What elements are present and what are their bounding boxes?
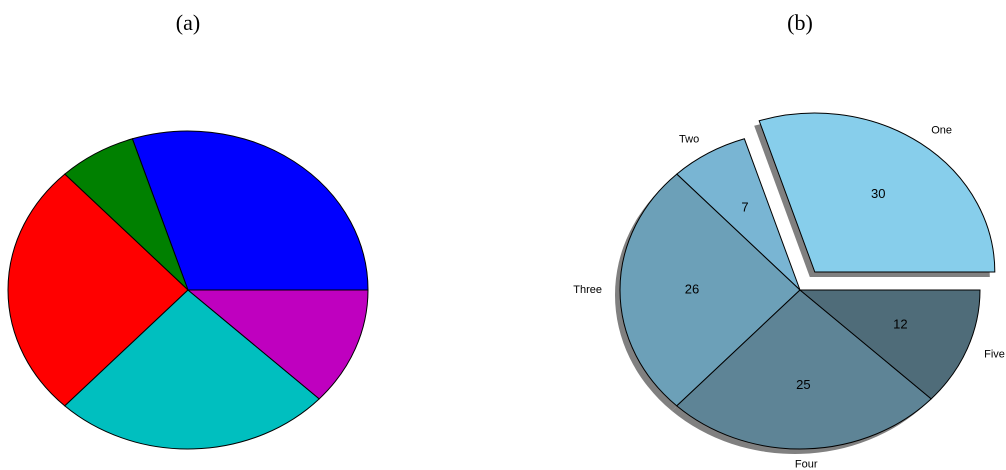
category-label: Three [573,284,602,296]
category-label: Five [984,348,1005,360]
slice [186,289,369,400]
slice [758,112,996,273]
slice [64,289,320,450]
chart-title: (b) [787,10,813,35]
slice [798,289,981,400]
slice [619,173,801,407]
category-label: Four [795,459,818,470]
category-label: Two [679,133,699,145]
value-label: 30 [871,186,885,201]
chart-title: (a) [176,10,200,35]
value-label: 25 [796,377,810,392]
slice [7,173,189,407]
category-label: One [931,124,952,136]
value-label: 7 [741,199,748,214]
value-label: 26 [685,281,699,296]
value-label: 12 [893,317,907,332]
slice [131,130,369,291]
slice [676,289,932,450]
